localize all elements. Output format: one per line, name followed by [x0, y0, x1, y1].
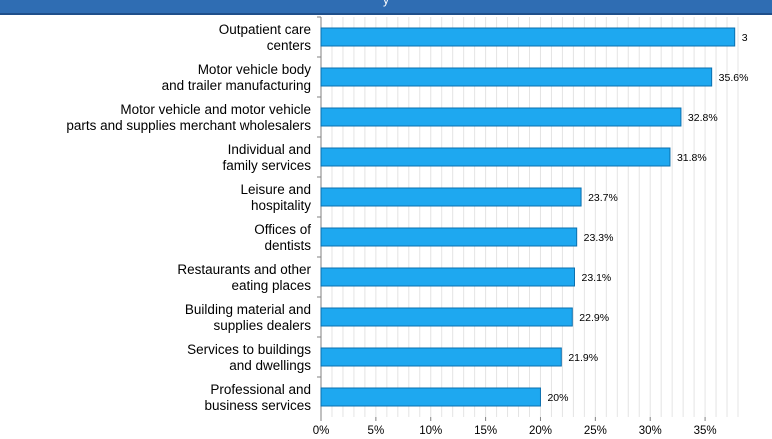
category-label-line: and dwellings — [229, 358, 311, 373]
category-label-line: parts and supplies merchant wholesalers — [66, 118, 311, 133]
category-label: Professional and business services — [204, 382, 311, 413]
bar — [320, 67, 713, 87]
category-label-line: Professional and — [210, 382, 311, 397]
category-label-line: Motor vehicle and motor vehicle — [120, 102, 311, 117]
category-label-line: Services to buildings — [187, 342, 311, 357]
bar — [320, 347, 562, 367]
category-label: Motor vehicle and motor vehicle parts and… — [66, 102, 311, 133]
data-label: 32.8% — [688, 112, 718, 124]
x-tick-label: 35% — [694, 425, 717, 437]
bar — [320, 387, 541, 407]
category-label-line: centers — [267, 38, 312, 53]
x-tick-label: 10% — [419, 425, 442, 437]
data-label: 23.3% — [584, 232, 614, 244]
bar — [320, 187, 582, 207]
category-label-line: supplies dealers — [213, 318, 311, 333]
category-label: Outpatient care centers — [219, 22, 312, 53]
top-title-band: y — [0, 0, 772, 15]
category-label-line: and trailer manufacturing — [162, 78, 311, 93]
x-tick-label: 5% — [368, 425, 385, 437]
x-tick-label: 0% — [313, 425, 330, 437]
category-label-line: dentists — [264, 238, 311, 253]
bar — [320, 107, 682, 127]
category-label-line: Motor vehicle body — [198, 62, 312, 77]
data-label: 21.9% — [568, 352, 598, 364]
data-label: 23.7% — [588, 192, 618, 204]
bar — [320, 227, 578, 247]
top-title-fragment: y — [383, 0, 389, 7]
category-label-line: family services — [222, 158, 311, 173]
bar — [320, 27, 736, 47]
data-label: 22.9% — [579, 312, 609, 324]
data-label: 31.8% — [677, 152, 707, 164]
category-label-line: business services — [204, 398, 311, 413]
category-label-line: Building material and — [185, 302, 311, 317]
category-label-line: eating places — [231, 278, 311, 293]
category-label-line: Outpatient care — [219, 22, 311, 37]
bar — [320, 267, 575, 287]
x-tick-label: 15% — [474, 425, 497, 437]
data-label: 3 — [742, 32, 748, 44]
x-tick-label: 30% — [639, 425, 662, 437]
category-label: Building material and supplies dealers — [185, 302, 311, 333]
data-label: 20% — [547, 392, 568, 404]
data-label: 35.6% — [719, 72, 749, 84]
category-label: Leisure and hospitality — [240, 182, 311, 213]
category-label-line: Individual and — [228, 142, 311, 157]
category-label: Offices of dentists — [254, 222, 311, 253]
x-tick-label: 25% — [584, 425, 607, 437]
category-label-line: Restaurants and other — [177, 262, 311, 277]
data-label: 23.1% — [581, 272, 611, 284]
category-label: Individual and family services — [222, 142, 311, 173]
category-label: Motor vehicle body and trailer manufactur… — [162, 62, 312, 93]
bar — [320, 307, 573, 327]
bar — [320, 147, 671, 167]
category-label-line: hospitality — [251, 198, 311, 213]
category-label: Services to buildings and dwellings — [187, 342, 311, 373]
x-tick-label: 20% — [529, 425, 552, 437]
category-label-line: Leisure and — [240, 182, 311, 197]
category-label-line: Offices of — [254, 222, 311, 237]
category-label: Restaurants and other eating places — [177, 262, 311, 293]
